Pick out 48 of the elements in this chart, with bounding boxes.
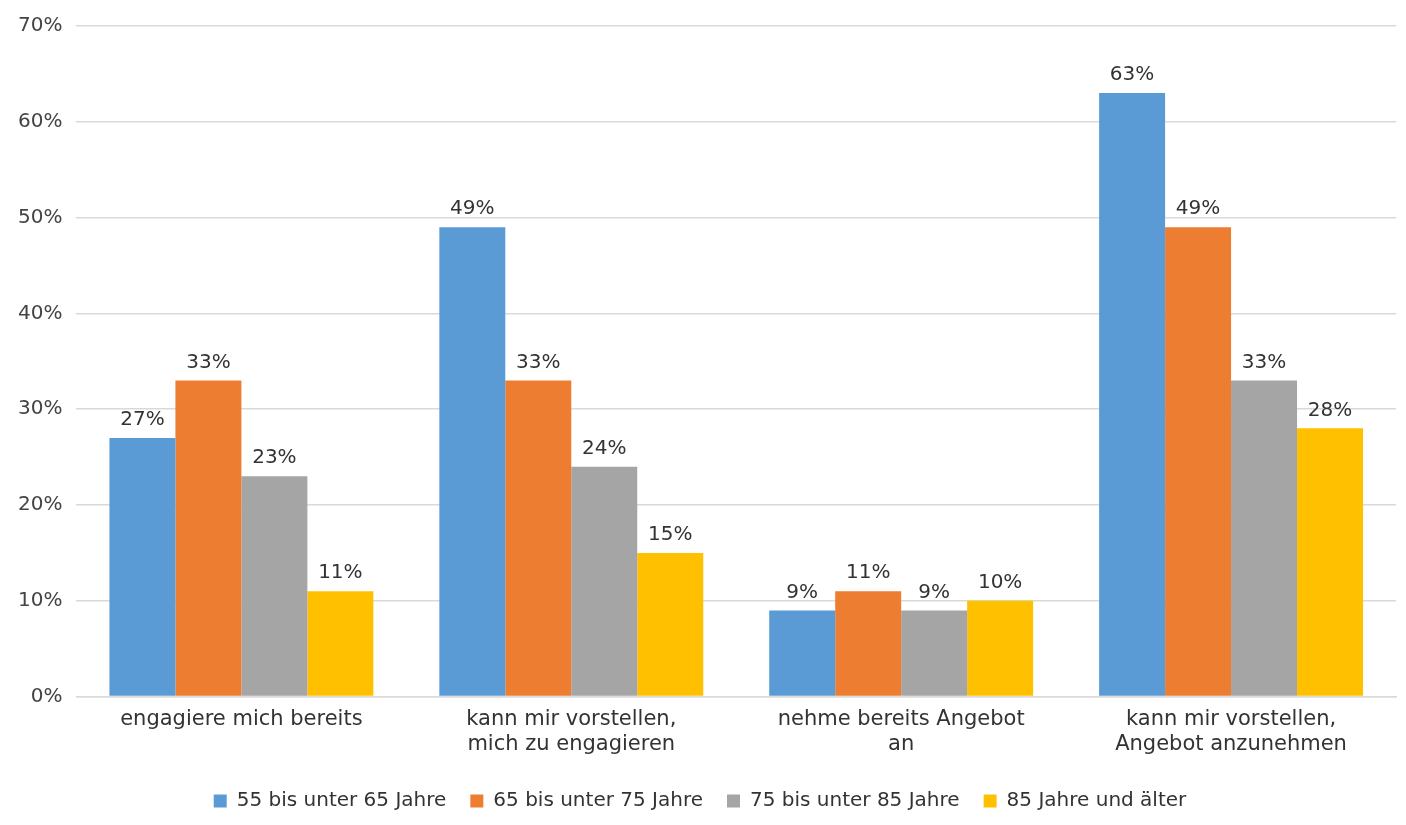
legend-label: 55 bis unter 65 Jahre	[236, 787, 447, 812]
data-label: 15%	[648, 521, 693, 546]
legend-label: 65 bis unter 75 Jahre	[493, 787, 703, 812]
data-label: 9%	[918, 578, 951, 603]
y-tick-label: 50%	[18, 203, 63, 228]
data-label: 33%	[186, 348, 231, 373]
data-label: 23%	[252, 444, 297, 469]
bar	[109, 437, 176, 696]
data-label: 63%	[1109, 61, 1155, 86]
data-label: 33%	[1241, 348, 1287, 373]
data-label: 27%	[120, 406, 165, 431]
y-tick-label: 70%	[18, 12, 63, 37]
bar	[769, 610, 836, 696]
y-tick-label: 40%	[18, 299, 63, 324]
data-label: 28%	[1307, 396, 1353, 421]
legend-label: 75 bis unter 85 Jahre	[749, 787, 960, 812]
data-label: 49%	[1175, 195, 1221, 220]
y-tick-label: 20%	[18, 491, 63, 516]
bar	[241, 476, 308, 696]
x-tick-label: engagiere mich bereits	[120, 705, 363, 730]
data-label: 49%	[450, 195, 495, 220]
bar	[1297, 428, 1364, 696]
data-label: 9%	[786, 578, 819, 603]
bar	[901, 610, 968, 696]
data-label: 11%	[845, 559, 891, 584]
y-tick-label: 0%	[30, 682, 63, 707]
bar	[571, 466, 638, 696]
bar	[505, 380, 572, 696]
x-tick-label: kann mir vorstellen, mich zu engagieren	[466, 705, 677, 755]
bar	[835, 591, 902, 696]
bar	[439, 227, 506, 696]
y-tick-label: 10%	[18, 587, 63, 611]
bar	[307, 591, 374, 696]
legend-label: 85 Jahre und älter	[1006, 787, 1188, 812]
data-label: 11%	[318, 559, 363, 584]
x-tick-label: nehme bereits Angebot an	[777, 705, 1025, 755]
bar	[1099, 93, 1166, 696]
data-label: 33%	[516, 348, 561, 373]
bar	[1165, 227, 1232, 696]
y-tick-label: 60%	[18, 108, 63, 132]
data-label: 10%	[977, 569, 1023, 593]
y-tick-label: 30%	[18, 395, 63, 420]
x-tick-label: kann mir vorstellen, Angebot anzunehmen	[1115, 705, 1347, 755]
bar	[637, 552, 704, 696]
bar	[175, 380, 242, 696]
bar	[967, 600, 1034, 696]
bar	[1231, 380, 1298, 696]
data-label: 24%	[582, 434, 627, 459]
